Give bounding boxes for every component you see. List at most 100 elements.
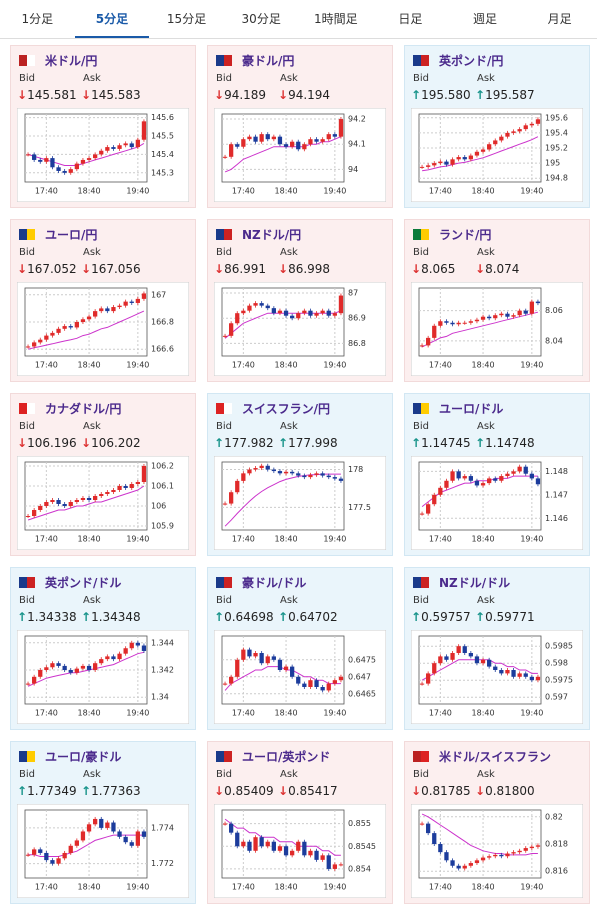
candle — [308, 310, 313, 316]
candle — [62, 326, 67, 329]
candle — [511, 852, 516, 854]
x-tick-label: 19:40 — [520, 709, 543, 718]
ask-label: Ask — [83, 73, 101, 84]
candle — [426, 823, 431, 834]
bid-label: Bid — [413, 595, 429, 606]
tab[interactable]: 1分足 — [21, 12, 54, 26]
candle — [80, 319, 86, 322]
quote-card[interactable]: ユーロ/英ポンド Bid Ask ↓0.85409 ↓0.85417 0.855 0.854… — [207, 741, 393, 904]
candle — [50, 860, 55, 864]
candle — [302, 841, 307, 856]
y-tick-label: 166.8 — [151, 318, 174, 327]
ask-value: 1.77363 — [91, 784, 141, 798]
candle — [338, 676, 344, 681]
candle — [296, 313, 301, 319]
ask-label: Ask — [477, 247, 495, 258]
quote-card[interactable]: 英ポンド/ドル Bid Ask ↑1.34338 ↑1.34348 1.344 1.342 1… — [10, 567, 196, 730]
bid-label: Bid — [216, 73, 232, 84]
y-tick-label: 1.34 — [151, 693, 169, 702]
candle — [105, 147, 110, 151]
candle — [444, 656, 449, 660]
mini-chart: 1.774 1.772 17:40 18:40 19:40 — [17, 804, 189, 898]
plot-frame — [24, 809, 148, 879]
tab[interactable]: 週足 — [473, 12, 498, 26]
candle — [499, 854, 504, 857]
tab[interactable]: 月足 — [547, 12, 572, 26]
y-tick-label: 0.647 — [348, 672, 371, 681]
mini-chart: 106.2 106.1 106 105.9 17:40 18:40 19:40 — [17, 456, 189, 550]
quote-card[interactable]: 米ドル/円 Bid Ask ↓145.581 ↓145.583 145.6 145.5 145… — [10, 45, 196, 208]
quote-card[interactable]: NZドル/円 Bid Ask ↓86.991 ↓86.998 87 86.9 86.8 17:4… — [207, 219, 393, 382]
candle — [438, 844, 443, 853]
candle — [259, 837, 264, 847]
y-tick-label: 94.1 — [348, 140, 366, 149]
candle — [253, 837, 258, 851]
candle — [62, 504, 67, 506]
quote-card[interactable]: カナダドル/円 Bid Ask ↓106.196 ↓106.202 106.2 106.1 1… — [10, 393, 196, 556]
bid-arrow: ↓ — [214, 88, 225, 102]
ask-price: ↑177.998 — [278, 436, 338, 450]
candle — [277, 136, 283, 145]
y-tick-label: 1.146 — [545, 514, 568, 523]
bid-price: ↓0.85409 — [214, 784, 274, 798]
candle — [456, 322, 461, 325]
candle — [511, 131, 516, 133]
quote-card[interactable]: 豪ドル/円 Bid Ask ↓94.189 ↓94.194 94.2 94.1 94 17:40… — [207, 45, 393, 208]
quote-card[interactable]: 米ドル/スイスフラン Bid Ask ↓0.81785 ↓0.81800 0.82 0.81… — [404, 741, 590, 904]
candle — [450, 471, 455, 481]
y-tick-label: 1.772 — [151, 859, 174, 868]
candle — [277, 310, 283, 314]
candle — [419, 345, 425, 347]
mini-chart: 1.344 1.342 1.34 17:40 18:40 19:40 — [17, 630, 189, 724]
bid-arrow: ↓ — [214, 262, 225, 276]
candle — [320, 310, 325, 314]
candle — [480, 857, 486, 861]
bid-price: ↑1.77349 — [17, 784, 77, 798]
candle — [505, 313, 510, 317]
candle — [523, 848, 528, 851]
quote-card[interactable]: 英ポンド/円 Bid Ask ↑195.580 ↑195.587 195.6 195.4 19… — [404, 45, 590, 208]
candle — [56, 858, 61, 864]
candle — [141, 645, 147, 651]
candle — [277, 659, 283, 670]
tab[interactable]: 1時間足 — [313, 12, 358, 26]
tab[interactable]: 15分足 — [166, 12, 207, 26]
candle — [320, 855, 325, 860]
candle — [474, 860, 480, 864]
y-tick-label: 177.5 — [348, 503, 371, 512]
pair-title: スイスフラン/円 — [242, 402, 331, 416]
quote-card[interactable]: ユーロ/ドル Bid Ask ↑1.14745 ↑1.14748 1.148 1.147 1.… — [404, 393, 590, 556]
quote-card[interactable]: NZドル/ドル Bid Ask ↑0.59757 ↑0.59771 0.5985 0.598… — [404, 567, 590, 730]
tab[interactable]: 5分足 — [74, 0, 150, 38]
quote-card[interactable]: ランド/円 Bid Ask ↓8.065 ↓8.074 8.06 8.04 17:40 18:4… — [404, 219, 590, 382]
x-tick-label: 17:40 — [35, 187, 58, 196]
quote-card[interactable]: ユーロ/円 Bid Ask ↓167.052 ↓167.056 167 166.8 166.6… — [10, 219, 196, 382]
candle — [338, 295, 344, 314]
chart-bg — [214, 804, 386, 898]
candle — [38, 670, 43, 677]
candle — [86, 316, 92, 320]
candle — [314, 473, 319, 475]
candle — [123, 486, 128, 488]
ask-label: Ask — [83, 247, 101, 258]
candle — [487, 478, 492, 484]
pair-title: 豪ドル/ドル — [242, 576, 307, 590]
bid-price: ↑177.982 — [214, 436, 274, 450]
candle — [487, 856, 492, 858]
tab[interactable]: 日足 — [398, 12, 423, 26]
candle — [50, 158, 55, 168]
plot-frame — [418, 635, 542, 705]
quote-card[interactable]: ユーロ/豪ドル Bid Ask ↑1.77349 ↑1.77363 1.774 1.772 1… — [10, 741, 196, 904]
y-tick-label: 145.5 — [151, 132, 174, 141]
candle — [523, 673, 528, 677]
tab[interactable]: 30分足 — [241, 12, 281, 26]
candle — [93, 496, 98, 500]
quote-card[interactable]: スイスフラン/円 Bid Ask ↑177.982 ↑177.998 178 177.5 17… — [207, 393, 393, 556]
candle — [332, 477, 337, 479]
quote-card[interactable]: 豪ドル/ドル Bid Ask ↑0.64698 ↑0.64702 0.6475 0.647 0… — [207, 567, 393, 730]
candle — [80, 498, 86, 500]
candle — [80, 159, 86, 164]
candle — [74, 840, 79, 846]
candle — [247, 136, 252, 140]
candle — [487, 659, 492, 667]
